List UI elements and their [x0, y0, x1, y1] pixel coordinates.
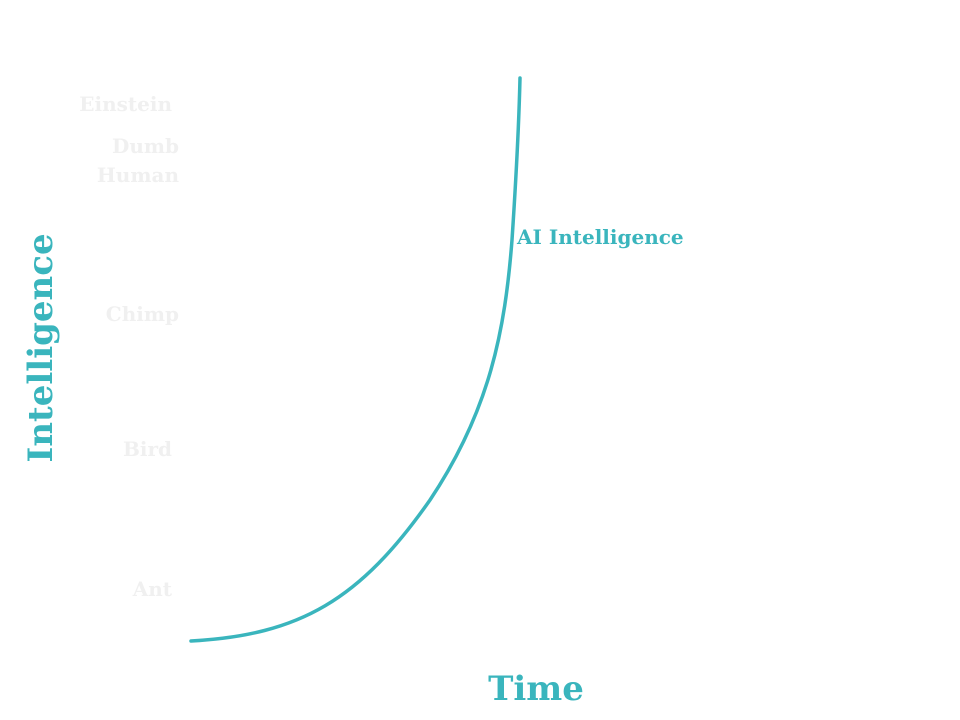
- y-tick-label-dumb-human: Dumb Human: [97, 134, 180, 187]
- y-tick-label-einstein: Einstein: [79, 92, 172, 116]
- y-axis-title: Intelligence: [21, 233, 61, 462]
- ai-intelligence-curve: [189, 76, 522, 643]
- y-tick-label-line: Human: [97, 163, 180, 187]
- y-tick-label-chimp: Chimp: [106, 302, 179, 326]
- series-label-ai-intelligence: AI Intelligence: [516, 225, 684, 249]
- y-tick-label-line: Dumb: [112, 134, 179, 158]
- x-axis-title: Time: [488, 669, 584, 709]
- y-tick-label-bird: Bird: [123, 437, 172, 461]
- y-tick-labels: Ant Bird Chimp Dumb Human Einstein: [79, 92, 179, 601]
- y-tick-label-ant: Ant: [132, 577, 173, 601]
